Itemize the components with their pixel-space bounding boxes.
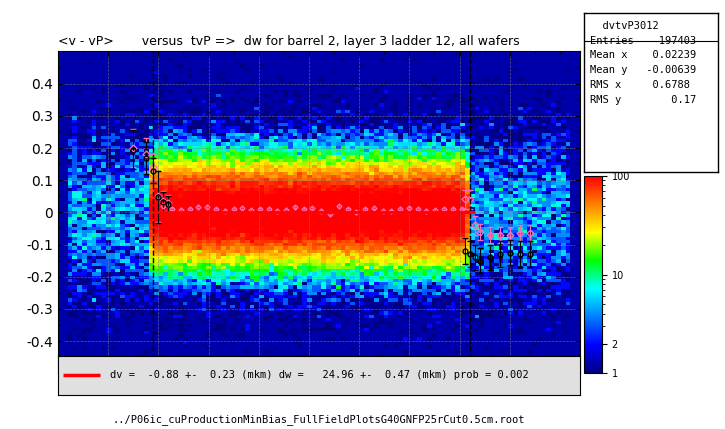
- Text: <v - vP>       versus  tvP =>  dw for barrel 2, layer 3 ladder 12, all wafers: <v - vP> versus tvP => dw for barrel 2, …: [58, 35, 520, 48]
- Text: dv =  -0.88 +-  0.23 (mkm) dw =   24.96 +-  0.47 (mkm) prob = 0.002: dv = -0.88 +- 0.23 (mkm) dw = 24.96 +- 0…: [110, 370, 529, 381]
- Text: ../P06ic_cuProductionMinBias_FullFieldPlotsG40GNFP25rCut0.5cm.root: ../P06ic_cuProductionMinBias_FullFieldPl…: [113, 414, 525, 425]
- Text: dvtvP3012
Entries    197403
Mean x    0.02239
Mean y   -0.00639
RMS x     0.6788: dvtvP3012 Entries 197403 Mean x 0.02239 …: [590, 21, 697, 105]
